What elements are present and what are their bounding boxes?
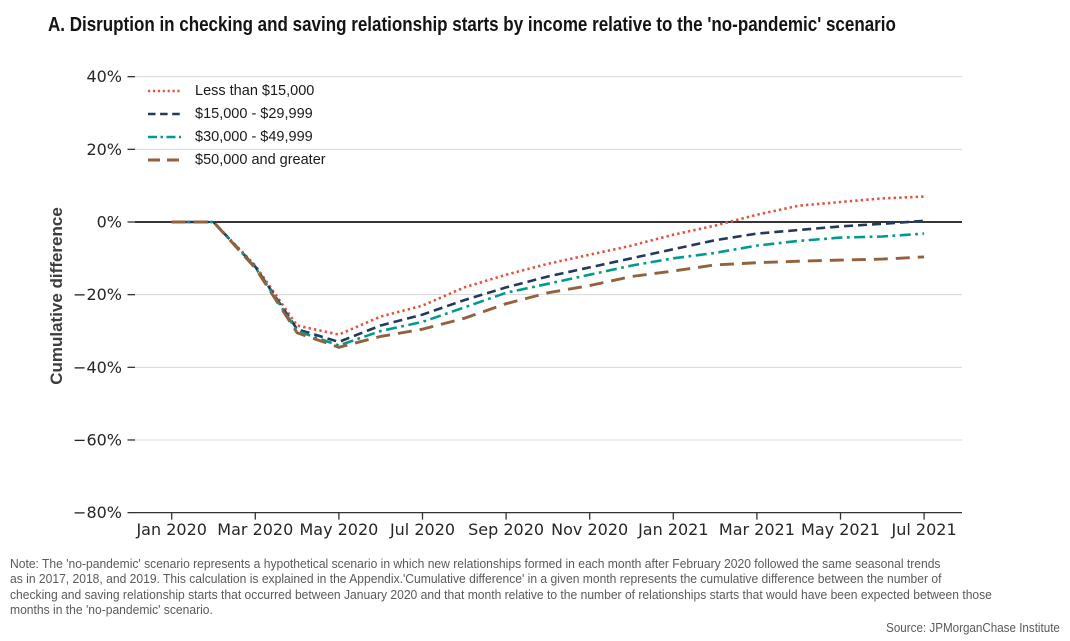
legend-label-15-000-29-999: $15,000 - $29,999 — [195, 105, 313, 122]
x-tick-label-mar-2020: Mar 2020 — [217, 520, 293, 539]
legend-label-30-000-49-999: $30,000 - $49,999 — [195, 128, 313, 145]
note-text: Note: The 'no-pandemic' scenario represe… — [10, 556, 992, 617]
x-tick-label-sep-2020: Sep 2020 — [468, 520, 544, 539]
legend-item-15-000-29-999: $15,000 - $29,999 — [148, 102, 326, 125]
y-tick-label-40: 40% — [86, 67, 122, 86]
x-tick-label-may-2020: May 2020 — [299, 520, 378, 539]
x-tick-label-jan-2021: Jan 2021 — [637, 520, 708, 539]
note-line: checking and saving relationship starts … — [10, 586, 992, 602]
legend-item-less-than-15-000: Less than $15,000 — [148, 79, 326, 102]
note-line: as in 2017, 2018, and 2019. This calcula… — [10, 571, 942, 587]
y-tick-label-0: 0% — [97, 213, 122, 232]
legend-item-30-000-49-999: $30,000 - $49,999 — [148, 125, 326, 148]
legend-item-50-000-and-greater: $50,000 and greater — [148, 148, 326, 171]
legend-line-sample — [148, 89, 181, 92]
legend: Less than $15,000 $15,000 - $29,999 $30,00… — [148, 79, 326, 171]
series-line-30-000-49-999 — [171, 220, 925, 347]
x-tick-label-mar-2021: Mar 2021 — [719, 520, 795, 539]
note-line: Note: The 'no-pandemic' scenario represe… — [10, 556, 941, 571]
y-tick-label--40: −40% — [73, 358, 122, 377]
legend-label-less-than-15-000: Less than $15,000 — [195, 82, 315, 99]
x-tick-label-jul-2020: Jul 2020 — [389, 520, 455, 539]
x-tick-label-jul-2021: Jul 2021 — [891, 520, 957, 539]
x-tick-label-jan-2020: Jan 2020 — [135, 520, 206, 539]
y-tick-label--80: −80% — [73, 503, 122, 522]
source-text: Source: JPMorganChase Institute — [886, 621, 1060, 635]
legend-line-sample — [148, 135, 181, 138]
y-tick-label-20: 20% — [86, 140, 122, 159]
legend-line-sample — [148, 158, 181, 161]
y-tick-label--20: −20% — [73, 285, 122, 304]
chart-title: A. Disruption in checking and saving rel… — [48, 14, 896, 36]
legend-line-sample — [148, 112, 181, 115]
series-line-15-000-29-999 — [171, 219, 925, 344]
series-line-50-000-and-greater — [171, 220, 925, 349]
x-tick-label-may-2021: May 2021 — [801, 520, 880, 539]
note-line: months in the 'no-pandemic' scenario. — [10, 601, 213, 617]
y-tick-label--60: −60% — [73, 430, 122, 449]
x-tick-label-nov-2020: Nov 2020 — [551, 520, 628, 539]
legend-label-50-000-and-greater: $50,000 and greater — [195, 151, 326, 168]
